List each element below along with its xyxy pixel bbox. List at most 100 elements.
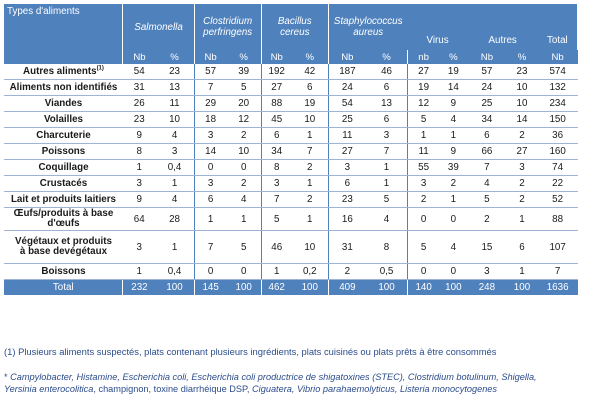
table-cell: 2 bbox=[506, 127, 538, 144]
row-label-text: Viandes bbox=[44, 97, 83, 109]
table-cell: 3 bbox=[365, 127, 409, 144]
table-cell: 2 bbox=[226, 127, 262, 144]
table-cell: 0,5 bbox=[365, 263, 409, 280]
table-cell: 9 bbox=[122, 127, 156, 144]
table-cell: 23 bbox=[155, 64, 195, 80]
row-label-line: à base devégétaux bbox=[19, 246, 108, 257]
group-name-line: cereus bbox=[280, 27, 310, 38]
row-label-text: Volailles bbox=[43, 113, 83, 125]
table-cell: 10 bbox=[226, 143, 262, 160]
table-cell: 4 bbox=[155, 191, 195, 208]
table-cell: 66 bbox=[467, 143, 507, 160]
table-cell: 5 bbox=[467, 191, 507, 208]
table-cell: 2 bbox=[226, 175, 262, 192]
table-row: Autres aliments(1) 54 23 57 39 192 42 187 46 27 19… bbox=[4, 64, 578, 80]
table-cell: 2 bbox=[328, 263, 366, 280]
row-label: Viandes bbox=[4, 95, 123, 112]
group-name-line: Staphylococcus bbox=[333, 16, 403, 27]
table-cell: 27 bbox=[506, 143, 538, 160]
column-subheader: % bbox=[291, 50, 329, 64]
table-cell: 2 bbox=[506, 191, 538, 208]
row-label: Boissons bbox=[4, 263, 123, 280]
table-cell: 7 bbox=[261, 191, 292, 208]
group-name-line: perfringens bbox=[203, 27, 253, 38]
table-cell: 57 bbox=[467, 64, 507, 80]
table-cell: 0 bbox=[439, 207, 468, 231]
group-header: Staphylococcus aureus bbox=[328, 4, 408, 50]
table-cell: 3 bbox=[407, 175, 440, 192]
table-cell: 3 bbox=[194, 127, 227, 144]
table-cell: 18 bbox=[194, 111, 227, 128]
table-cell: 13 bbox=[155, 79, 195, 96]
table-cell: 2 bbox=[291, 191, 329, 208]
table-cell: 9 bbox=[122, 191, 156, 208]
table-cell: 27 bbox=[407, 64, 440, 80]
table-cell: 0 bbox=[407, 207, 440, 231]
table-cell: 27 bbox=[261, 79, 292, 96]
table-cell: 7 bbox=[291, 143, 329, 160]
table-cell: 15 bbox=[467, 230, 507, 264]
table-cell: 160 bbox=[537, 143, 578, 160]
table-cell: 5 bbox=[407, 230, 440, 264]
row-label-text: Lait et produits laitiers bbox=[10, 193, 117, 205]
table-cell: 8 bbox=[261, 159, 292, 176]
row-label-text: Autres aliments bbox=[23, 65, 97, 77]
table-row: Crustacés 3 1 3 2 3 1 6 1 3 2 4 2 22 bbox=[4, 175, 578, 192]
total-cell: 100 bbox=[155, 279, 195, 295]
table-row: Volailles 23 10 18 12 45 10 25 6 5 4 34 14 150 bbox=[4, 111, 578, 128]
table-cell: 14 bbox=[506, 111, 538, 128]
row-label: Aliments non identifiés bbox=[4, 79, 123, 96]
row-label-text: Charcuterie bbox=[36, 129, 91, 141]
table-cell: 3 bbox=[122, 175, 156, 192]
table-cell: 7 bbox=[365, 143, 409, 160]
table-cell: 5 bbox=[407, 111, 440, 128]
table-row: Œufs/produits à base d'œufs 64 28 1 1 5 1 16 4 0 0 2… bbox=[4, 207, 578, 231]
table-cell: 34 bbox=[261, 143, 292, 160]
table-cell: 12 bbox=[226, 111, 262, 128]
table-cell: 3 bbox=[261, 175, 292, 192]
table-body: Autres aliments(1) 54 23 57 39 192 42 187 46 27 19… bbox=[4, 64, 578, 295]
column-subheader: % bbox=[226, 50, 262, 64]
table-cell: 11 bbox=[328, 127, 366, 144]
table-cell: 25 bbox=[467, 95, 507, 112]
table-cell: 55 bbox=[407, 159, 440, 176]
table-cell: 14 bbox=[439, 79, 468, 96]
column-subheader: Nb bbox=[328, 50, 366, 64]
table-cell: 9 bbox=[439, 95, 468, 112]
column-subheader: Nb bbox=[261, 50, 292, 64]
table-cell: 19 bbox=[439, 64, 468, 80]
table-cell: 10 bbox=[291, 230, 329, 264]
table-cell: 1 bbox=[155, 230, 195, 264]
table-row: Lait et produits laitiers 9 4 6 4 7 2 23 5 2 1 5 2 52 bbox=[4, 191, 578, 208]
table-cell: 6 bbox=[506, 230, 538, 264]
table-cell: 1 bbox=[122, 263, 156, 280]
table-cell: 6 bbox=[365, 79, 409, 96]
group-name-line: Autres bbox=[488, 35, 517, 46]
table-cell: 11 bbox=[407, 143, 440, 160]
table-cell: 1 bbox=[155, 175, 195, 192]
row-label-text: Poissons bbox=[41, 145, 86, 157]
table-cell: 46 bbox=[261, 230, 292, 264]
column-subheader: Nb bbox=[194, 50, 227, 64]
table-cell: 4 bbox=[226, 191, 262, 208]
table-cell: 25 bbox=[328, 111, 366, 128]
table-cell: 1 bbox=[291, 175, 329, 192]
table-cell: 31 bbox=[328, 230, 366, 264]
table-row: Charcuterie 9 4 3 2 6 1 11 3 1 1 6 2 36 bbox=[4, 127, 578, 144]
table-cell: 3 bbox=[155, 143, 195, 160]
table-cell: 10 bbox=[291, 111, 329, 128]
table-cell: 2 bbox=[291, 159, 329, 176]
group-header-row: Types d'aliments Salmonella Clostridium pe… bbox=[4, 4, 578, 64]
table-row: Coquillage 1 0,4 0 0 8 2 3 1 55 39 7 3 74 bbox=[4, 159, 578, 176]
total-cell: 100 bbox=[291, 279, 329, 295]
table-cell: 88 bbox=[261, 95, 292, 112]
table-cell: 13 bbox=[365, 95, 409, 112]
column-subheader: nb bbox=[407, 50, 440, 64]
total-cell: 462 bbox=[261, 279, 292, 295]
table-cell: 4 bbox=[467, 175, 507, 192]
table-cell: 14 bbox=[194, 143, 227, 160]
table-cell: 2 bbox=[407, 191, 440, 208]
table-cell: 24 bbox=[328, 79, 366, 96]
table-cell: 5 bbox=[226, 230, 262, 264]
column-subheader: Nb bbox=[537, 50, 578, 64]
